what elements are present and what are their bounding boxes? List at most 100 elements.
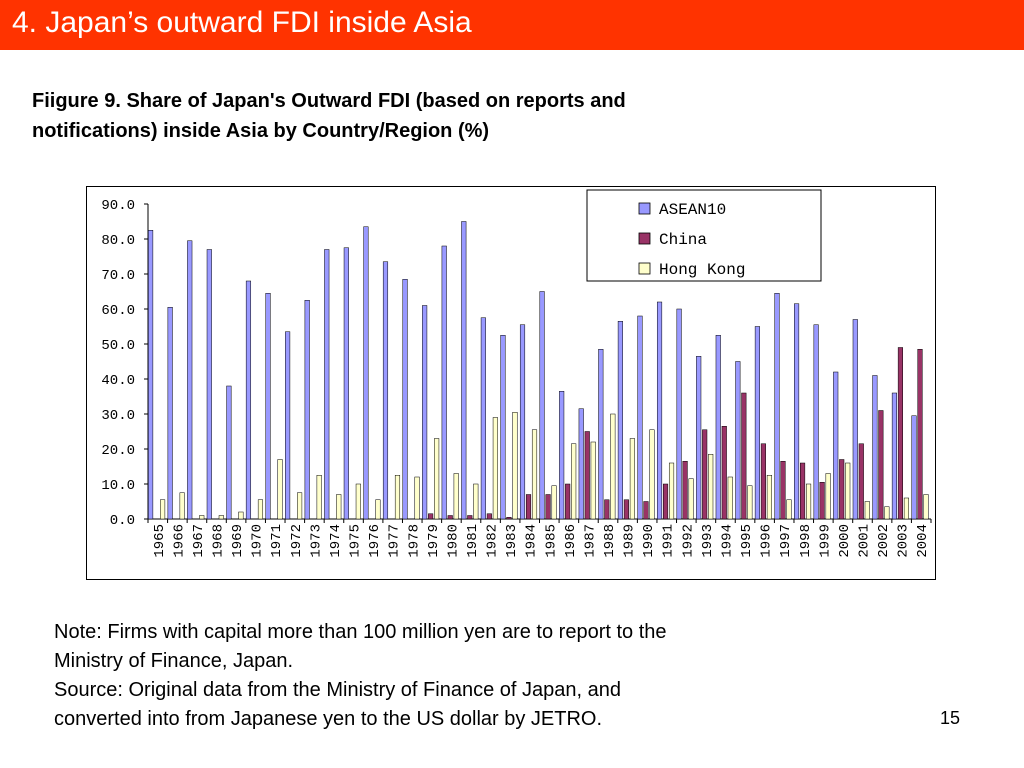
bar-china bbox=[741, 392, 747, 520]
x-tick-label: 2004 bbox=[915, 524, 931, 558]
bar-hong-kong bbox=[375, 499, 381, 520]
x-tick-label: 1998 bbox=[798, 524, 814, 558]
bar-hong-kong bbox=[884, 506, 890, 520]
bar-asean10 bbox=[598, 349, 604, 520]
bar-hong-kong bbox=[160, 499, 166, 520]
bar-hong-kong bbox=[394, 475, 401, 520]
x-tick-label: 1968 bbox=[211, 524, 227, 558]
x-tick-label: 1974 bbox=[328, 524, 344, 558]
x-tick-label: 1994 bbox=[719, 524, 735, 558]
legend-swatch-hong-kong bbox=[638, 262, 651, 275]
legend-label-asean10: ASEAN10 bbox=[659, 201, 726, 219]
bar-asean10 bbox=[852, 319, 858, 520]
bar-asean10 bbox=[363, 226, 369, 520]
bar-asean10 bbox=[637, 315, 643, 520]
x-tick-label: 1988 bbox=[602, 524, 618, 558]
bar-china bbox=[525, 494, 532, 520]
bar-asean10 bbox=[245, 280, 252, 520]
bar-chart: 0.0 10.0 20.0 30.0 40.0 50.0 60.0 70.0 80.0 90.0 1… bbox=[101, 189, 932, 558]
bar-asean10 bbox=[343, 247, 349, 520]
x-tick-label: 1996 bbox=[759, 524, 775, 558]
bar-hong-kong bbox=[297, 492, 303, 520]
y-tick-label: 70.0 bbox=[101, 268, 135, 284]
y-tick-label: 80.0 bbox=[101, 233, 135, 249]
bar-asean10 bbox=[422, 305, 428, 520]
x-tick-label: 1989 bbox=[622, 524, 638, 558]
chart-frame: 0.0 10.0 20.0 30.0 40.0 50.0 60.0 70.0 80.0 90.0 1… bbox=[86, 186, 936, 580]
bar-asean10 bbox=[539, 291, 545, 520]
bar-hong-kong bbox=[336, 494, 342, 520]
x-tick-label: 1978 bbox=[406, 524, 422, 558]
bar-china bbox=[917, 349, 923, 520]
bar-asean10 bbox=[891, 392, 897, 520]
note-line-2: Ministry of Finance, Japan. bbox=[54, 650, 293, 672]
bar-hong-kong bbox=[492, 417, 498, 520]
x-tick-label: 1970 bbox=[250, 524, 266, 558]
x-tick-label: 1985 bbox=[543, 524, 559, 558]
bar-china bbox=[858, 443, 864, 520]
y-tick-label: 60.0 bbox=[101, 303, 135, 319]
bar-asean10 bbox=[696, 356, 702, 520]
bar-hong-kong bbox=[179, 492, 185, 520]
x-tick-label: 1991 bbox=[661, 524, 677, 558]
bar-hong-kong bbox=[786, 499, 792, 520]
legend-swatch-asean10 bbox=[638, 202, 651, 215]
y-tick-label: 30.0 bbox=[101, 408, 135, 424]
bar-hong-kong bbox=[316, 475, 322, 520]
bar-asean10 bbox=[461, 221, 467, 520]
bar-hong-kong bbox=[257, 499, 264, 520]
bar-china bbox=[721, 426, 727, 520]
figure-caption-line-2: notifications) inside Asia by Country/Re… bbox=[32, 120, 490, 142]
x-tick-label: 1984 bbox=[524, 524, 540, 558]
slide-title: 4. Japan’s outward FDI inside Asia bbox=[12, 6, 472, 39]
source-line-2: converted into from Japanese yen to the … bbox=[54, 708, 603, 730]
bar-hong-kong bbox=[864, 501, 870, 520]
bar-hong-kong bbox=[668, 462, 675, 520]
bar-china bbox=[565, 483, 571, 520]
bar-asean10 bbox=[480, 317, 486, 520]
bar-hong-kong bbox=[414, 476, 420, 520]
y-tick-label: 40.0 bbox=[101, 373, 135, 389]
x-tick-label: 1983 bbox=[504, 524, 520, 558]
bar-asean10 bbox=[265, 293, 271, 520]
y-tick-label: 50.0 bbox=[101, 338, 135, 354]
bar-asean10 bbox=[304, 300, 310, 520]
bar-hong-kong bbox=[747, 485, 753, 520]
bar-asean10 bbox=[519, 324, 526, 520]
x-tick-label: 1977 bbox=[387, 524, 403, 558]
bar-china bbox=[760, 443, 766, 520]
bar-china bbox=[467, 515, 473, 520]
bar-hong-kong bbox=[923, 494, 929, 520]
x-tick-label: 1982 bbox=[485, 524, 501, 558]
notes: Note: Firms with capital more than 100 m… bbox=[54, 618, 934, 734]
x-tick-label: 1972 bbox=[289, 524, 305, 558]
y-tick-label: 10.0 bbox=[101, 478, 135, 494]
bar-asean10 bbox=[617, 321, 623, 520]
bar-hong-kong bbox=[766, 475, 772, 520]
bar-asean10 bbox=[206, 249, 212, 520]
x-tick-label: 1979 bbox=[426, 524, 442, 558]
x-tick-label: 1990 bbox=[641, 524, 657, 558]
bar-china bbox=[800, 462, 806, 520]
x-tick-label: 1997 bbox=[778, 524, 794, 558]
x-tick-label: 1992 bbox=[680, 524, 696, 558]
x-tick-label: 1973 bbox=[308, 524, 324, 558]
y-tick-label: 0.0 bbox=[110, 513, 135, 529]
bar-china bbox=[662, 483, 669, 520]
bar-hong-kong bbox=[355, 483, 361, 520]
bar-hong-kong bbox=[453, 473, 459, 520]
bar-hong-kong bbox=[277, 459, 283, 520]
x-tick-label: 2003 bbox=[896, 524, 912, 558]
y-tick-label: 90.0 bbox=[101, 198, 135, 214]
x-tick-label: 2000 bbox=[837, 524, 853, 558]
x-tick-label: 1967 bbox=[191, 524, 207, 558]
legend-swatch-china bbox=[638, 232, 651, 245]
bar-china bbox=[819, 482, 825, 520]
bar-hong-kong bbox=[806, 483, 812, 520]
bar-hong-kong bbox=[688, 478, 694, 520]
x-tick-label: 1976 bbox=[367, 524, 383, 558]
bar-hong-kong bbox=[473, 483, 479, 520]
bar-hong-kong bbox=[531, 429, 538, 520]
bar-hong-kong bbox=[551, 485, 557, 520]
bar-china bbox=[878, 410, 884, 520]
